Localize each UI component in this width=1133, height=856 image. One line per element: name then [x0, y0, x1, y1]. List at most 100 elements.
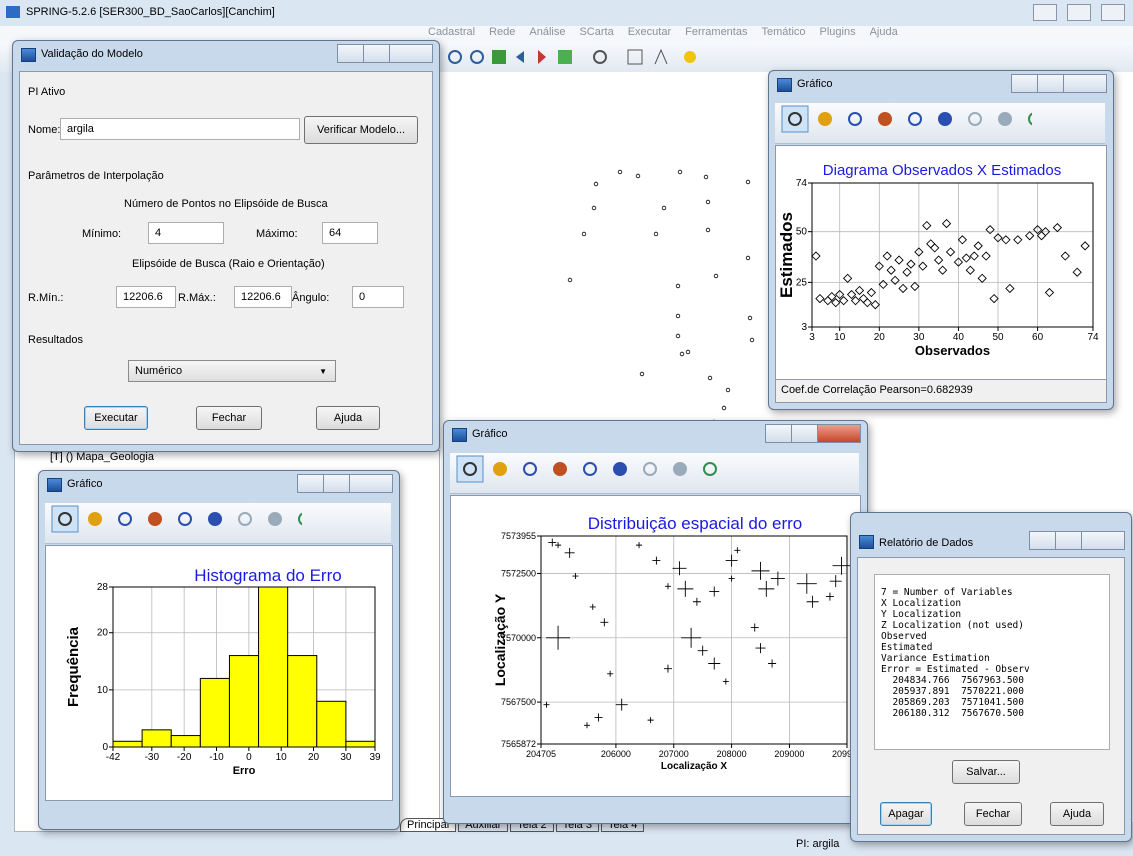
y-tick-label: 25: [796, 277, 808, 288]
rmin-field[interactable]: 12206.6: [116, 286, 176, 308]
tool-icon[interactable]: [908, 112, 922, 126]
back-icon[interactable]: [516, 51, 524, 63]
scatter-point: [969, 251, 979, 261]
angle-field[interactable]: 0: [352, 286, 404, 308]
minimize[interactable]: [337, 44, 364, 63]
tool-icon[interactable]: [178, 512, 192, 526]
close[interactable]: [349, 474, 393, 493]
tool-icon[interactable]: [208, 512, 222, 526]
error-cross: [681, 627, 702, 648]
tool-icon[interactable]: [268, 512, 282, 526]
tab[interactable]: Principal: [400, 818, 457, 832]
menu-item[interactable]: Executar: [627, 26, 672, 38]
maximize[interactable]: [363, 44, 390, 63]
maximize[interactable]: [323, 474, 350, 493]
maximize[interactable]: [1037, 74, 1064, 93]
scatter-point: [854, 285, 865, 296]
maximize[interactable]: [1055, 531, 1082, 550]
minimize[interactable]: [1029, 531, 1056, 550]
minimize[interactable]: [765, 424, 792, 443]
tool-icon[interactable]: [613, 462, 627, 476]
tool-icon[interactable]: [684, 51, 696, 63]
error-cross: [543, 701, 550, 708]
tool-icon[interactable]: [643, 462, 657, 476]
scatter-point: [918, 261, 928, 271]
tool-icon[interactable]: [148, 512, 162, 526]
error-cross: [677, 580, 694, 597]
x-tick-label: 30: [340, 752, 352, 763]
menu-item[interactable]: Cadastral: [428, 26, 476, 38]
clear-button[interactable]: Apagar: [880, 802, 932, 826]
tool-icon[interactable]: [998, 112, 1012, 126]
close[interactable]: [1081, 531, 1125, 550]
plot-frame: [112, 586, 376, 748]
layer-item[interactable]: [T] () Mapa_Geologia: [50, 451, 154, 463]
close[interactable]: [817, 424, 861, 443]
tool-icon[interactable]: [968, 112, 982, 126]
zoom-icon[interactable]: [470, 50, 484, 64]
minimize[interactable]: [297, 474, 324, 493]
help-button[interactable]: Ajuda: [316, 406, 380, 430]
tool-icon[interactable]: [938, 112, 952, 126]
tool-icon[interactable]: [654, 48, 668, 65]
name-field[interactable]: argila: [60, 118, 300, 140]
menu-item[interactable]: SCarta: [579, 26, 614, 38]
error-cross: [709, 586, 720, 597]
close-button[interactable]: Fechar: [196, 406, 262, 430]
menu-item[interactable]: Plugins: [819, 26, 856, 38]
help-button[interactable]: Ajuda: [1050, 802, 1104, 826]
max-field[interactable]: 64: [322, 222, 378, 244]
tool-icon[interactable]: [848, 112, 862, 126]
tool-icon[interactable]: [493, 462, 507, 476]
error-cross: [636, 542, 643, 549]
menu-item[interactable]: Ferramentas: [685, 26, 748, 38]
tool-icon[interactable]: [58, 512, 72, 526]
menu-item[interactable]: Análise: [529, 26, 566, 38]
close[interactable]: [1063, 74, 1107, 93]
close-button[interactable]: Fechar: [964, 802, 1022, 826]
save-button[interactable]: Salvar...: [952, 760, 1020, 784]
x-tick-label: 208000: [717, 749, 747, 759]
scatter-point: [842, 273, 853, 283]
close[interactable]: [1101, 4, 1125, 21]
tool-icon[interactable]: [298, 512, 302, 526]
tool-icon[interactable]: [523, 462, 537, 476]
tool-icon[interactable]: [788, 112, 802, 126]
scatter-point: [850, 295, 861, 306]
tool-icon[interactable]: [673, 462, 687, 476]
layer-icon[interactable]: [558, 50, 572, 64]
tool-icon[interactable]: [553, 462, 567, 476]
tool-icon[interactable]: [878, 112, 892, 126]
x-tick-label: 74: [1087, 332, 1099, 343]
minimize[interactable]: [1033, 4, 1057, 21]
pan-icon[interactable]: [492, 50, 506, 64]
tool-icon[interactable]: [463, 462, 477, 476]
maximize[interactable]: [1067, 4, 1091, 21]
rmax-label: R.Máx.:: [178, 292, 216, 304]
tool-icon[interactable]: [703, 462, 717, 476]
maximize[interactable]: [791, 424, 818, 443]
minimize[interactable]: [1011, 74, 1038, 93]
verify-button[interactable]: Verificar Modelo...: [304, 116, 418, 144]
tool-icon[interactable]: [88, 512, 102, 526]
menu-item[interactable]: Rede: [489, 26, 516, 38]
results-select[interactable]: Numérico ▼: [128, 360, 336, 382]
menu-item[interactable]: Ajuda: [869, 26, 898, 38]
tool-icon[interactable]: [818, 112, 832, 126]
close[interactable]: [389, 44, 433, 63]
tool-icon[interactable]: [583, 462, 597, 476]
tool-icon[interactable]: [238, 512, 252, 526]
rmax-field[interactable]: 12206.6: [234, 286, 292, 308]
window-icon: [777, 78, 792, 92]
execute-button[interactable]: Executar: [84, 406, 148, 430]
grid-icon[interactable]: [627, 49, 643, 65]
zoom-icon[interactable]: [448, 50, 462, 64]
min-field[interactable]: 4: [148, 222, 224, 244]
tool-icon[interactable]: [538, 50, 546, 64]
zoom-icon[interactable]: [593, 50, 607, 64]
menu-item[interactable]: Temático: [761, 26, 806, 38]
tool-icon[interactable]: [118, 512, 132, 526]
tool-icon[interactable]: [1028, 112, 1032, 126]
y-tick-label: 50: [796, 227, 808, 238]
window-controls: [765, 424, 861, 443]
